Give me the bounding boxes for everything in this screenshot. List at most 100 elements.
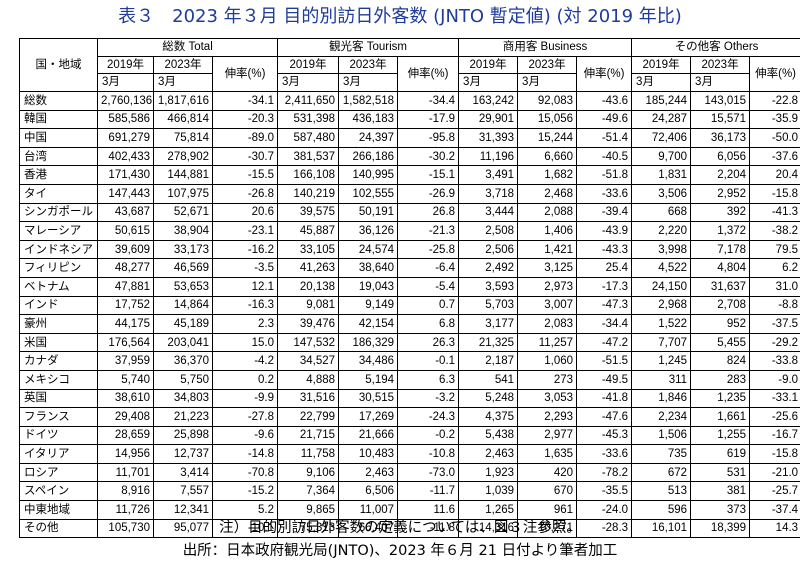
value-cell: 2,973	[517, 276, 578, 297]
value-cell: 44,175	[97, 314, 154, 334]
value-cell: -73.0	[397, 462, 460, 483]
footnote: 注）目的別訪日外客数の定義については、図３注参照。	[219, 520, 581, 536]
value-cell: 2,234	[631, 407, 692, 427]
country-cell: その他	[19, 518, 98, 539]
value-cell: 961	[517, 500, 578, 520]
value-cell: 4,804	[690, 258, 751, 278]
value-cell: 19,043	[338, 276, 399, 297]
value-cell: -11.8	[397, 518, 460, 539]
country-cell: インドネシア	[19, 239, 98, 260]
value-cell: -33.8	[749, 351, 800, 371]
value-cell: -51.4	[576, 128, 633, 148]
growth-header: 伸率(%)	[211, 56, 279, 92]
value-cell: 166,108	[277, 165, 340, 185]
value-cell: 21,666	[338, 425, 399, 446]
value-cell: 38,610	[97, 388, 154, 409]
value-cell: 144,881	[153, 165, 213, 185]
country-cell: 総数	[19, 91, 98, 111]
value-cell: 1,060	[517, 351, 578, 371]
value-cell: -15.5	[211, 165, 279, 185]
value-cell: -37.5	[749, 314, 800, 334]
value-cell: 735	[631, 444, 692, 464]
value-cell: 26.3	[397, 332, 460, 353]
value-cell: 10,483	[338, 444, 399, 464]
country-cell: ベトナム	[19, 276, 98, 297]
table-row: 米国 176,564 203,041 15.0 147,532 186,329 26.3 21…	[19, 332, 800, 353]
value-cell: 2,204	[690, 165, 751, 185]
value-cell: 47,881	[97, 276, 154, 297]
visitor-statistics-table: 国・地域 総数 Total 観光客 Tourism 商用客 Business そ…	[19, 38, 800, 539]
value-cell: 619	[690, 444, 751, 464]
value-cell: 1,522	[631, 314, 692, 334]
value-cell: 5,740	[97, 369, 154, 390]
value-cell: 1,846	[631, 388, 692, 409]
value-cell: 41,263	[277, 258, 340, 278]
value-cell: 43,687	[97, 202, 154, 223]
value-cell: -15.8	[749, 183, 800, 204]
month-header: 3月	[517, 73, 578, 92]
value-cell: -9.9	[211, 388, 279, 409]
value-cell: 36,126	[338, 221, 399, 241]
value-cell: 6.8	[397, 314, 460, 334]
value-cell: 102,555	[338, 183, 399, 204]
value-cell: -20.3	[211, 109, 279, 130]
value-cell: 7,364	[277, 481, 340, 502]
value-cell: -33.1	[749, 388, 800, 409]
value-cell: 185,244	[631, 91, 692, 111]
value-cell: 14,316	[458, 518, 519, 539]
value-cell: 34,527	[277, 351, 340, 371]
value-cell: -43.9	[576, 221, 633, 241]
value-cell: -17.9	[397, 109, 460, 130]
table-row: タイ 147,443 107,975 -26.8 140,219 102,555 -26.9…	[19, 183, 800, 204]
value-cell: 6.3	[397, 369, 460, 390]
value-cell: 2,952	[690, 183, 751, 204]
value-cell: -15.1	[397, 165, 460, 185]
country-cell: ドイツ	[19, 425, 98, 446]
value-cell: -11.7	[397, 481, 460, 502]
value-cell: 466,814	[153, 109, 213, 130]
value-cell: 1,255	[690, 425, 751, 446]
value-cell: -50.0	[749, 128, 800, 148]
value-cell: -21.0	[749, 462, 800, 483]
value-cell: 11,257	[517, 332, 578, 353]
value-cell: 33,105	[277, 239, 340, 260]
table-row: カナダ 37,959 36,370 -4.2 34,527 34,486 -0.1 2,187…	[19, 351, 800, 371]
value-cell: 691,279	[97, 128, 154, 148]
value-cell: -4.2	[211, 351, 279, 371]
value-cell: -9.6	[211, 425, 279, 446]
value-cell: -25.6	[749, 407, 800, 427]
value-cell: 952	[690, 314, 751, 334]
value-cell: 266,186	[338, 146, 399, 167]
value-cell: 3,444	[458, 202, 519, 223]
group-header-tourism: 観光客 Tourism	[277, 38, 460, 57]
table-row: その他 105,730 95,077 -10.1 75,313 66,407 -11.8 14…	[19, 518, 800, 539]
value-cell: 26.8	[397, 202, 460, 223]
value-cell: 3,506	[631, 183, 692, 204]
value-cell: -37.6	[749, 146, 800, 167]
value-cell: 11,196	[458, 146, 519, 167]
table-row: 台湾 402,433 278,902 -30.7 381,537 266,186 -30.2…	[19, 146, 800, 167]
value-cell: 1,817,616	[153, 91, 213, 111]
country-cell: ロシア	[19, 462, 98, 483]
value-cell: 53,653	[153, 276, 213, 297]
value-cell: 3,593	[458, 276, 519, 297]
value-cell: 1,635	[517, 444, 578, 464]
value-cell: 2,977	[517, 425, 578, 446]
value-cell: 2,411,650	[277, 91, 340, 111]
country-cell: 中国	[19, 128, 98, 148]
value-cell: 3,998	[631, 239, 692, 260]
value-cell: 22,799	[277, 407, 340, 427]
value-cell: -49.5	[576, 369, 633, 390]
value-cell: 46,569	[153, 258, 213, 278]
value-cell: -0.1	[397, 351, 460, 371]
value-cell: 33,173	[153, 239, 213, 260]
country-cell: 米国	[19, 332, 98, 353]
table-body: 総数 2,760,136 1,817,616 -34.1 2,411,650 1,582,…	[19, 91, 800, 539]
value-cell: 12,341	[153, 500, 213, 520]
value-cell: -14.8	[211, 444, 279, 464]
value-cell: 38,640	[338, 258, 399, 278]
value-cell: 392	[690, 202, 751, 223]
table-row: シンガポール 43,687 52,671 20.6 39,575 50,191 26.8 3,…	[19, 202, 800, 223]
month-header: 3月	[338, 73, 399, 92]
value-cell: 283	[690, 369, 751, 390]
